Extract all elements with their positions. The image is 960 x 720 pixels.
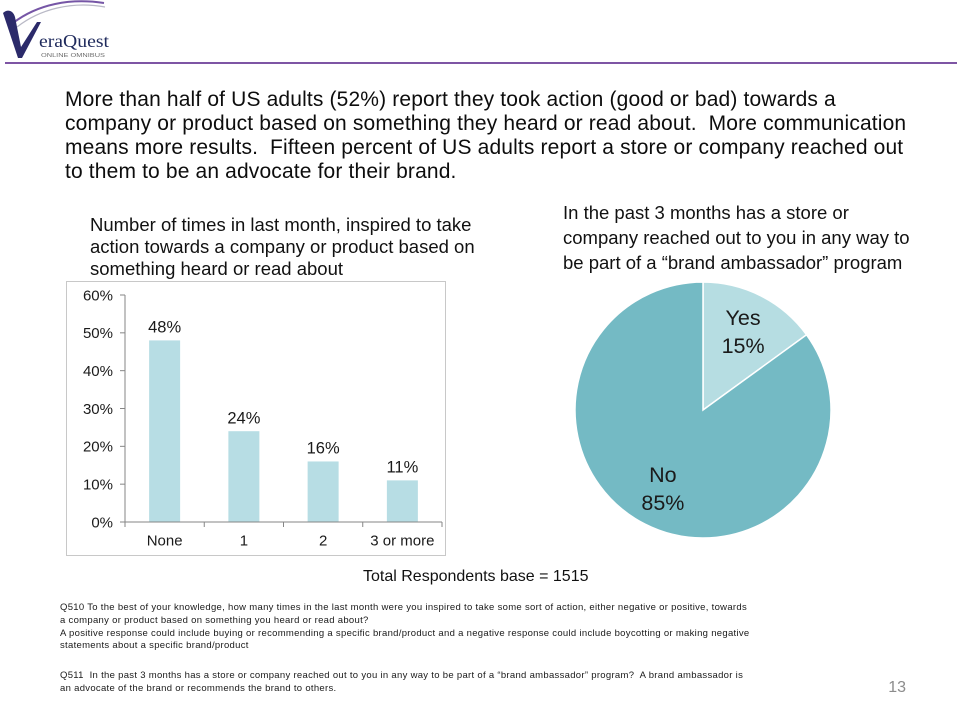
- footnote-line: A positive response could include buying…: [60, 627, 750, 639]
- headline-line: More than half of US adults (52%) report…: [65, 88, 836, 111]
- bar-value-label: 48%: [148, 319, 181, 337]
- y-tick-label: 60%: [83, 287, 113, 304]
- pie-slice-no: [574, 281, 832, 539]
- bar-chart-title-line: something heard or read about: [90, 258, 344, 279]
- y-tick-label: 30%: [83, 401, 113, 418]
- logo-wordmark: eraQuest: [39, 31, 109, 51]
- footnote-line: an advocate of the brand or recommends t…: [60, 682, 337, 694]
- bar-chart: 0% 10% 20% 30% 40% 50% 60% 48% None 24% 1 16% 2 11% 3 …: [66, 281, 446, 556]
- pie-value-no: 85%: [641, 491, 684, 515]
- title-divider: [5, 62, 957, 64]
- headline-line: means more results. Fifteen percent of U…: [65, 136, 904, 159]
- footnote-line: Q511 In the past 3 months has a store or…: [60, 670, 744, 681]
- footnote-line: statements about a specific brand/produc…: [60, 640, 249, 651]
- logo-swoosh: [12, 0, 105, 24]
- y-tick-label: 20%: [83, 439, 113, 456]
- logo-tagline: ONLINE OMNIBUS: [41, 53, 105, 59]
- footnote-q510: Q510 To the best of your knowledge, how …: [60, 602, 747, 627]
- x-category-label: 2: [319, 532, 327, 549]
- pie-value-yes: 15%: [722, 334, 765, 358]
- veraquest-logo: eraQuest ONLINE OMNIBUS: [3, 0, 109, 59]
- bar-value-label: 11%: [386, 459, 418, 477]
- y-tick-label: 40%: [83, 363, 113, 380]
- footnote-q510-note: A positive response could include buying…: [60, 628, 750, 653]
- x-category-label: None: [147, 532, 183, 549]
- bar-none: [149, 340, 181, 522]
- pie-chart: Yes 15% No 85%: [574, 281, 832, 539]
- footnote-line: Q510 To the best of your knowledge, how …: [60, 602, 748, 613]
- headline-line: to them to be an advocate for their bran…: [65, 160, 457, 183]
- bar-value-label: 16%: [307, 440, 340, 458]
- bar-chart-title-line: action towards a company or product base…: [90, 236, 475, 257]
- pie-label-yes: Yes: [726, 306, 761, 330]
- x-category-label: 1: [240, 532, 248, 549]
- pie-label-no: No: [649, 463, 677, 487]
- pie-chart-title-line: In the past 3 months has a store or: [563, 202, 849, 223]
- bar-chart-title-line: Number of times in last month, inspired …: [90, 214, 472, 235]
- x-category-label: 3 or more: [370, 532, 434, 549]
- chart-frame: [66, 281, 446, 556]
- logo-v-mark: [3, 10, 41, 58]
- pie-chart-title: In the past 3 months has a store or comp…: [563, 200, 910, 275]
- footnote-q511: Q511 In the past 3 months has a store or…: [60, 670, 743, 695]
- bar-2: [307, 461, 339, 522]
- bar-1: [228, 431, 260, 522]
- footnote-line: a company or product based on something …: [60, 614, 369, 626]
- headline-line: company or product based on something th…: [65, 112, 907, 135]
- page-number: 13: [888, 679, 906, 696]
- respondents-base-note: Total Respondents base = 1515: [363, 568, 589, 585]
- headline: More than half of US adults (52%) report…: [65, 88, 906, 184]
- bar-chart-title: Number of times in last month, inspired …: [90, 214, 475, 280]
- pie-chart-title-line: company reached out to you in any way to: [563, 227, 910, 248]
- logo-swoosh-shadow: [16, 4, 106, 28]
- y-tick-label: 10%: [83, 476, 113, 493]
- bar-3-or-more: [386, 480, 418, 522]
- y-tick-label: 50%: [83, 325, 113, 342]
- pie-slice-yes: [702, 281, 808, 412]
- pie-chart-title-line: be part of a “brand ambassador” program: [563, 252, 903, 273]
- y-tick-label: 0%: [91, 514, 113, 531]
- bar-value-label: 24%: [227, 409, 260, 427]
